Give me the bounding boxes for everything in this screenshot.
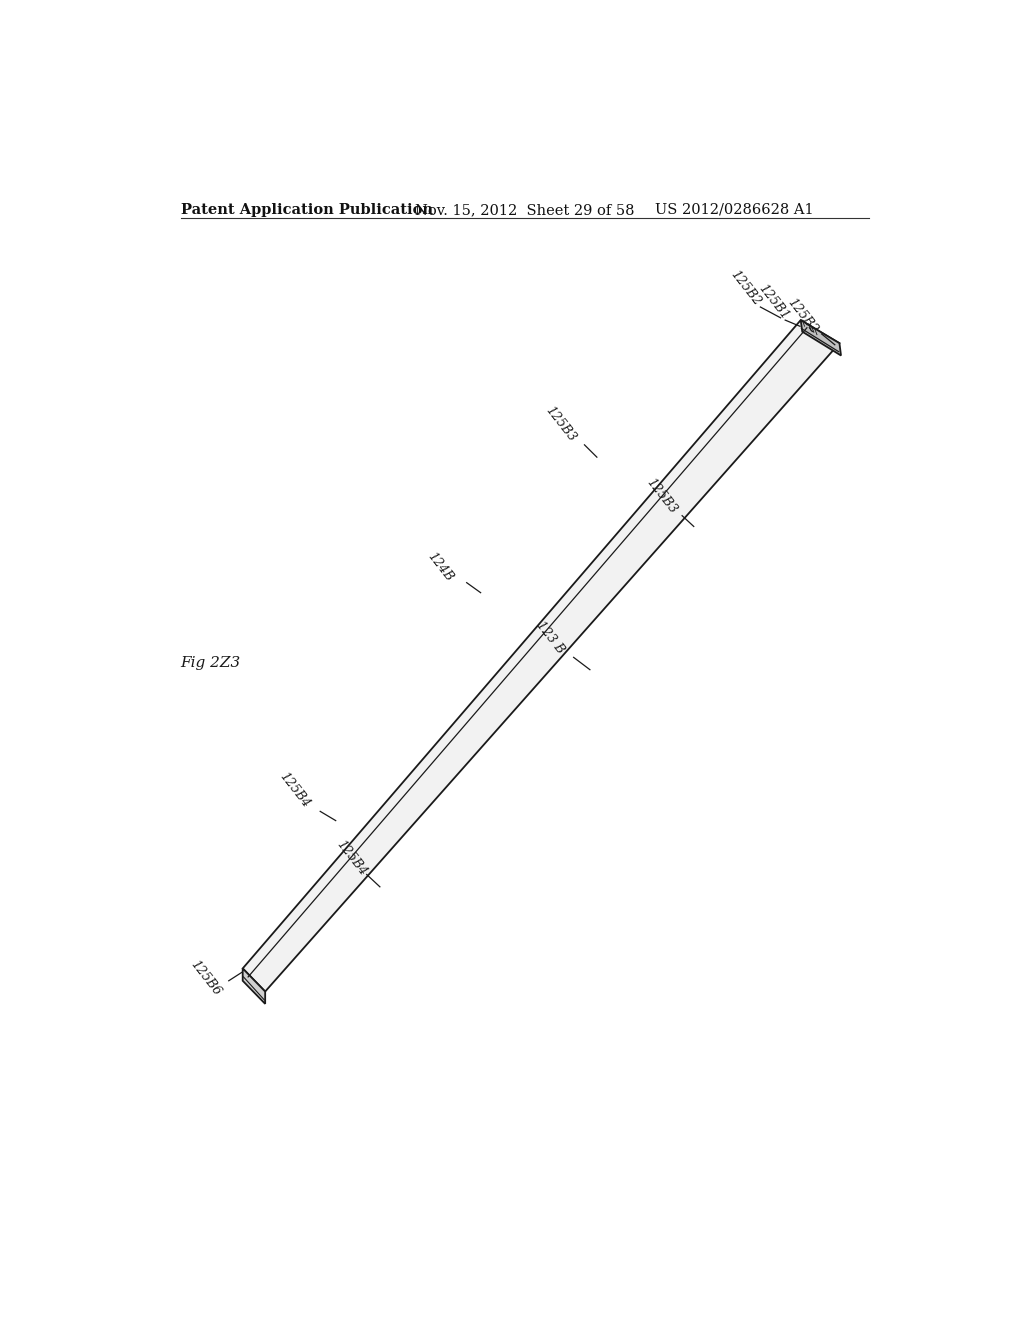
Polygon shape — [801, 321, 841, 355]
Polygon shape — [243, 969, 265, 1003]
Text: 124B: 124B — [425, 549, 456, 583]
Text: 125B2: 125B2 — [728, 268, 764, 308]
Text: 125B1: 125B1 — [756, 281, 792, 322]
Polygon shape — [243, 321, 840, 991]
Text: 125B3: 125B3 — [643, 475, 679, 516]
Text: 125B4: 125B4 — [334, 837, 369, 878]
Text: US 2012/0286628 A1: US 2012/0286628 A1 — [655, 203, 814, 216]
Text: Patent Application Publication: Patent Application Publication — [180, 203, 433, 216]
Text: 125B3: 125B3 — [543, 404, 579, 445]
Text: 125B6: 125B6 — [187, 958, 223, 999]
Text: Nov. 15, 2012  Sheet 29 of 58: Nov. 15, 2012 Sheet 29 of 58 — [415, 203, 634, 216]
Text: 125B4: 125B4 — [276, 770, 312, 810]
Text: 125B2: 125B2 — [784, 296, 820, 337]
Text: 123 B: 123 B — [534, 619, 567, 656]
Text: Fig 2Z3: Fig 2Z3 — [180, 656, 241, 669]
